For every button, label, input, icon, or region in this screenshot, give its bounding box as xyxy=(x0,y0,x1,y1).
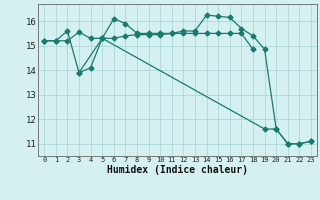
X-axis label: Humidex (Indice chaleur): Humidex (Indice chaleur) xyxy=(107,165,248,175)
